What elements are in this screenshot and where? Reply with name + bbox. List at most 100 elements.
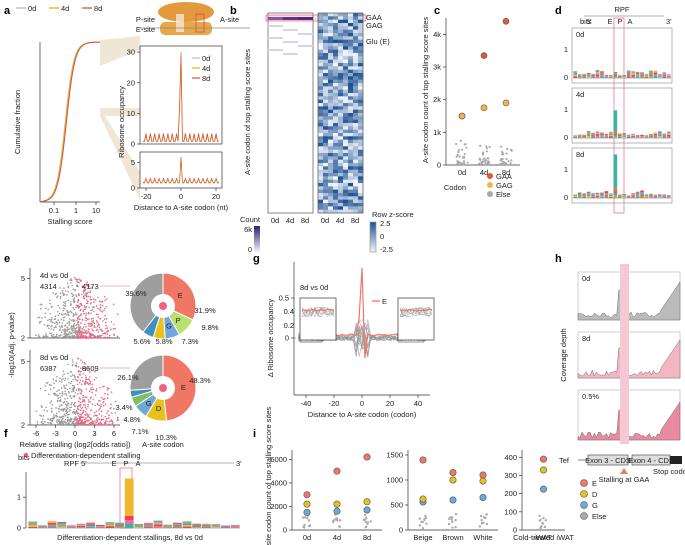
e-volcano-dot <box>62 293 65 295</box>
e-volcano-dot <box>40 303 43 306</box>
b-zscore-cell <box>343 199 349 204</box>
d-logo-4d-letter <box>644 137 649 138</box>
e-volcano-dot <box>82 396 84 399</box>
e-volcano-dot <box>41 406 43 409</box>
d-3prime: 3' <box>666 17 672 26</box>
c-else-dot <box>464 143 467 146</box>
d-logo-0d-letter <box>644 75 649 77</box>
b-zscore-cell <box>333 206 339 210</box>
e-volcano-dot <box>74 289 76 292</box>
b-zscore-cell <box>358 183 364 187</box>
e-volcano-dot <box>77 326 80 328</box>
b-zscore-cell <box>338 39 344 44</box>
e-volcano-dot <box>87 367 90 370</box>
e-volcano-dot <box>57 314 60 317</box>
e-volcano-dot <box>83 312 85 315</box>
e-volcano-dot <box>82 423 84 426</box>
e-volcano-dot <box>62 336 65 339</box>
b-zscore-cell <box>338 16 344 20</box>
i-else-dot <box>424 516 428 520</box>
e-volcano-dot <box>85 299 88 301</box>
e-volcano-dot <box>89 371 91 373</box>
a-ytick-label: 0 <box>131 184 135 193</box>
e-volcano-dot <box>58 335 61 337</box>
b-zscore-cell <box>358 116 364 120</box>
c-xtick-label: 4d <box>480 168 488 177</box>
e-volcano-dot <box>46 335 49 338</box>
a-ytick-label: 30 <box>127 48 135 57</box>
d-logo-4d-letter <box>640 136 644 138</box>
c-else-dot <box>485 147 488 150</box>
e-volcano-dot <box>93 415 95 417</box>
b-zscore-cell <box>318 26 324 30</box>
i-ytick-label: 0 <box>399 526 403 535</box>
panel-letter-f: f <box>4 428 8 440</box>
g-inset-line <box>399 306 433 317</box>
e-volcano-dot <box>84 382 86 384</box>
b-zscore-cell <box>348 143 354 147</box>
d-logo-8d-letter <box>591 196 595 198</box>
d-logo-4d-letter <box>595 133 600 136</box>
e-volcano-dot <box>57 423 60 426</box>
b-zscore-cell <box>358 186 364 190</box>
d-logo-0d-letter <box>617 77 622 78</box>
b-zscore-cell <box>318 166 324 170</box>
e-volcano-dot <box>72 389 75 391</box>
e-volcano-dot <box>84 383 87 386</box>
b-zscore-cell <box>343 59 349 64</box>
b-zscore-cell <box>358 109 364 114</box>
f-logo-letter <box>163 526 173 528</box>
d-logo-0d-letter <box>586 74 591 76</box>
b-zscore-cell <box>343 109 349 114</box>
b-zscore-cell <box>338 46 344 50</box>
e-volcano-dot <box>73 408 75 411</box>
b-zscore-cell <box>318 49 324 54</box>
e-volcano-dot <box>88 423 91 425</box>
b-zscore-cell <box>328 196 334 200</box>
d-logo-4d-letter <box>649 134 653 136</box>
e-volcano-dot <box>73 424 75 426</box>
f-logo-letter <box>201 525 211 527</box>
f-logo-letter <box>182 526 192 528</box>
b-zscore-cell <box>328 143 334 147</box>
d-logo-4d-letter <box>649 135 653 137</box>
d-logo-0d-letter <box>573 71 578 73</box>
e-pink-count-0: 4173 <box>82 282 99 291</box>
d-logo-8d-letter <box>573 194 578 196</box>
b-zscore-cell <box>333 23 339 27</box>
b-count-cell <box>268 17 283 20</box>
b-zscore-cell <box>348 33 354 37</box>
e-volcano-dot <box>61 291 64 294</box>
c-else-dot <box>481 160 485 163</box>
f-logo-letter <box>211 525 221 527</box>
b-zscore-cell <box>333 119 339 124</box>
e-volcano-dot <box>38 316 41 319</box>
g-xtick-label: -40 <box>301 399 312 408</box>
e-volcano-dot <box>91 320 93 323</box>
f-logo-letter <box>95 526 105 528</box>
f-ytick-label: 0 <box>17 524 21 533</box>
b-zscore-cell <box>348 169 354 174</box>
b-count-cell <box>283 29 298 31</box>
e-xtick-label: 3 <box>92 429 96 438</box>
b-zscore-cell <box>333 69 339 74</box>
d-logo-0d-letter <box>662 72 667 74</box>
e-volcano-dot <box>94 394 97 396</box>
e-volcano-dot <box>72 306 74 309</box>
b-zscore-cell <box>328 179 334 184</box>
e-volcano-dot <box>67 402 70 405</box>
e-pie-text: 39.6% <box>125 289 147 298</box>
i-else-dot <box>418 524 422 527</box>
i-point-E <box>363 453 371 461</box>
f-site-E: E <box>111 459 116 468</box>
b-zscore-cell <box>333 146 339 150</box>
i-legend-label-E: E <box>592 479 597 488</box>
e-volcano-dot <box>89 298 92 301</box>
f-logo-letter <box>144 524 153 526</box>
e-volcano-dot <box>76 379 78 382</box>
e-volcano-dot <box>58 380 61 383</box>
i-else-dot <box>364 525 368 529</box>
d-logo-0d-letter <box>591 77 595 78</box>
e-volcano-dot <box>84 406 87 409</box>
b-zscore-cell <box>348 136 354 140</box>
